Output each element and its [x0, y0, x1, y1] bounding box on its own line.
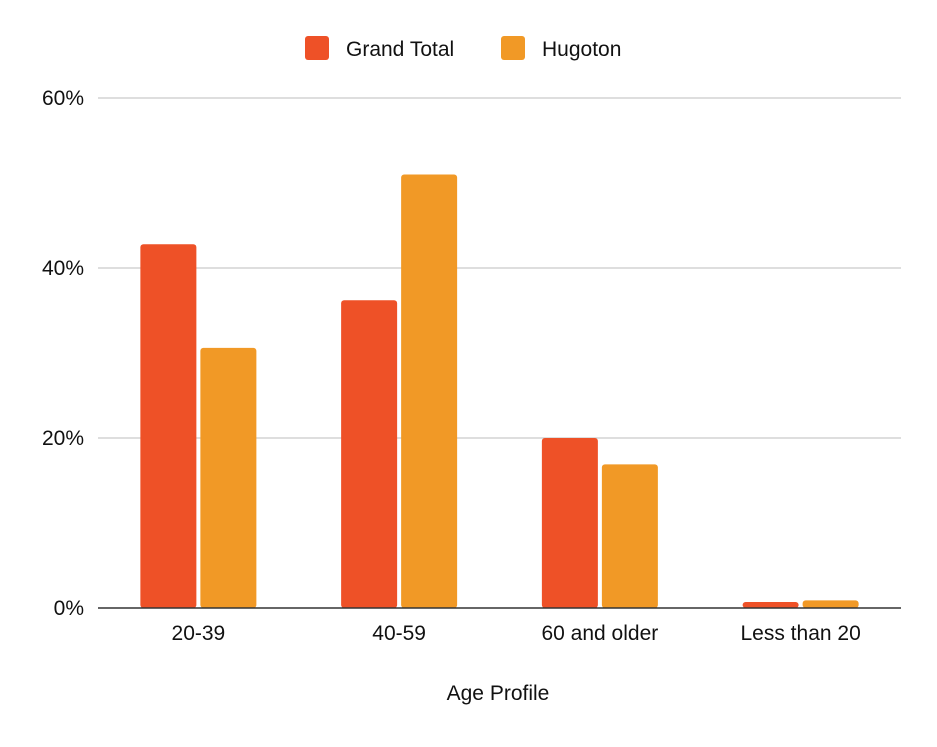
bar — [601, 464, 658, 608]
bar — [200, 347, 257, 608]
legend-swatch — [501, 36, 525, 60]
x-axis-ticks: 20-39 40-59 60 and older Less than 20 — [172, 622, 861, 645]
bars — [140, 174, 859, 608]
bar — [802, 600, 859, 608]
legend-item: Hugoton — [501, 36, 621, 61]
legend-label: Grand Total — [346, 38, 454, 61]
legend-item: Grand Total — [305, 36, 454, 61]
bar — [541, 438, 598, 608]
y-tick-label: 40% — [42, 257, 84, 280]
bar — [742, 602, 799, 608]
x-tick-label: 20-39 — [172, 622, 226, 645]
x-tick-label: 40-59 — [372, 622, 426, 645]
y-tick-label: 0% — [54, 597, 84, 620]
bar — [341, 300, 398, 608]
y-tick-label: 20% — [42, 427, 84, 450]
legend: Grand Total Hugoton — [305, 36, 621, 61]
y-axis-ticks: 0% 20% 40% 60% — [42, 87, 84, 620]
x-tick-label: Less than 20 — [740, 622, 860, 645]
legend-label: Hugoton — [542, 38, 621, 61]
x-axis-title: Age Profile — [447, 682, 550, 705]
y-tick-label: 60% — [42, 87, 84, 110]
bar — [140, 244, 197, 608]
x-tick-label: 60 and older — [541, 622, 658, 645]
legend-swatch — [305, 36, 329, 60]
bar — [401, 174, 458, 608]
